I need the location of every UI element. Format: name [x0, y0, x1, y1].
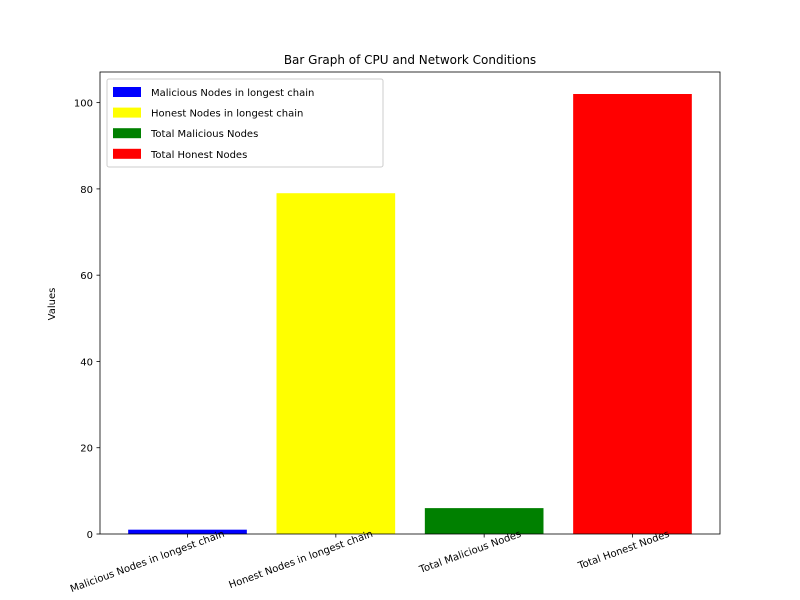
y-tick-label: 80: [80, 185, 93, 196]
chart-title: Bar Graph of CPU and Network Conditions: [284, 53, 536, 67]
legend-swatch: [113, 87, 141, 97]
legend-entry: Total Honest Nodes: [150, 150, 247, 161]
bars-group: [128, 94, 692, 534]
legend-entry: Malicious Nodes in longest chain: [151, 88, 314, 99]
plot-frame: [99, 71, 721, 535]
y-tick-label: 60: [80, 271, 93, 282]
bar-2: [276, 193, 396, 534]
legend: Malicious Nodes in longest chain Honest N…: [106, 78, 384, 168]
legend-box: [106, 78, 384, 168]
legend-entry: Total Malicious Nodes: [150, 129, 258, 140]
legend-swatch: [113, 128, 141, 139]
legend-swatch: [113, 107, 141, 118]
x-tick-label: Total Honest Nodes: [576, 529, 671, 573]
y-tick-label: 100: [74, 99, 93, 110]
legend-swatch: [113, 148, 141, 159]
y-tick-label: 40: [80, 357, 93, 368]
legend-entry: Honest Nodes in longest chain: [151, 109, 303, 120]
bar-3: [424, 508, 544, 534]
bar-4: [573, 94, 692, 534]
y-axis-label: Values: [47, 288, 58, 321]
y-tick-label: 20: [80, 444, 93, 455]
x-tick-label: Total Malicious Nodes: [417, 529, 523, 576]
y-tick-label: 0: [87, 530, 93, 541]
x-tick-label: Honest Nodes in longest chain: [228, 529, 375, 591]
bar-1: [128, 529, 247, 534]
